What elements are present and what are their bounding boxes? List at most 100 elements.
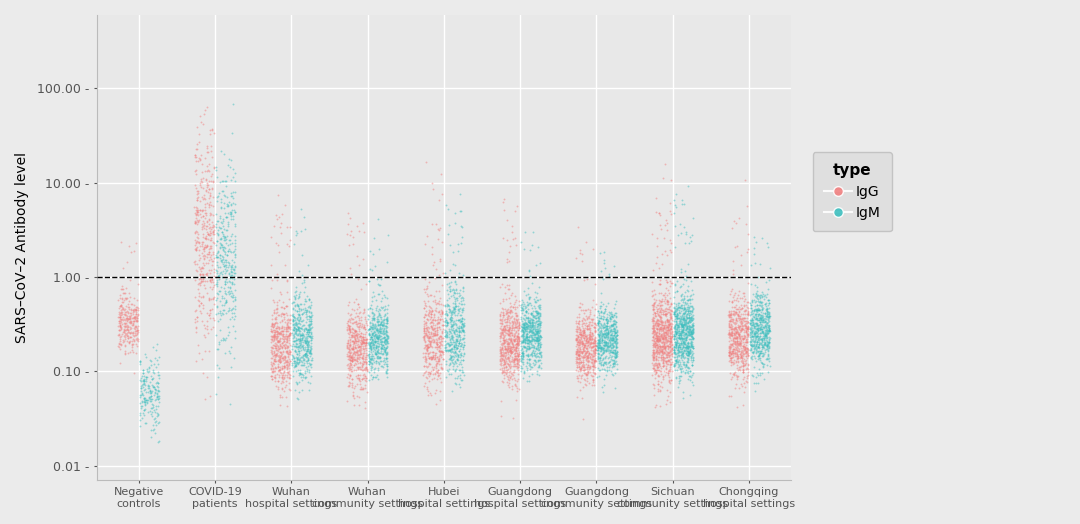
Point [730,313,747,322]
Point [367,325,384,334]
Point [269,303,286,312]
Point [352,329,369,337]
Point [346,401,363,409]
Point [148,379,165,387]
Point [443,333,460,341]
Point [272,401,289,410]
Point [607,354,624,362]
Point [376,348,393,356]
Point [570,320,588,328]
Point [684,307,701,315]
Point [724,358,741,366]
Point [127,308,145,316]
Point [514,342,531,351]
Point [298,345,315,353]
Point [280,332,297,341]
Point [501,364,518,372]
Point [225,215,242,223]
Point [723,374,740,383]
Point [529,328,546,336]
Point [500,383,517,391]
Point [341,349,359,357]
Point [365,321,382,329]
Point [527,334,544,342]
Point [752,311,769,319]
Point [291,388,308,396]
Point [281,323,298,331]
Point [589,325,606,334]
Point [510,352,527,360]
Point [758,336,775,345]
Point [291,292,308,301]
Point [653,331,671,340]
Point [659,342,676,350]
Point [733,325,751,333]
Point [112,285,130,293]
Point [275,355,293,364]
Point [671,352,688,361]
Point [721,287,739,296]
Point [662,344,679,353]
Point [677,314,694,323]
Point [747,328,765,336]
Point [291,288,308,296]
Point [431,255,448,264]
Point [366,373,383,381]
Point [578,349,595,357]
Point [752,354,769,362]
Point [501,242,518,250]
Point [359,366,376,374]
Point [678,327,696,335]
Point [495,310,512,319]
Point [503,369,521,378]
Point [754,343,771,351]
Point [527,330,544,338]
Point [576,347,593,355]
Point [727,308,744,316]
Point [204,228,221,237]
Point [378,362,395,370]
Point [455,287,472,296]
Point [508,324,525,332]
Point [431,310,448,319]
Point [654,307,672,315]
Point [500,357,517,365]
Point [597,325,615,333]
Point [377,335,394,344]
Point [529,337,546,346]
Point [727,318,744,326]
Point [530,282,548,291]
Point [351,332,368,340]
Point [296,295,313,303]
Point [417,307,434,315]
Point [268,334,285,342]
Point [751,332,768,340]
Point [760,337,778,346]
Point [604,334,621,342]
Point [721,311,739,320]
Point [445,328,462,336]
Point [188,208,205,216]
Point [570,363,588,371]
Point [684,335,701,343]
Point [671,334,688,342]
Point [188,328,205,336]
Point [287,327,305,335]
Point [728,242,745,250]
Point [521,336,538,344]
Point [592,337,609,345]
Point [744,298,761,306]
Point [600,343,618,351]
Point [576,276,593,285]
Point [287,328,305,336]
Point [676,336,693,344]
Point [222,292,240,300]
Point [674,353,691,362]
Point [596,358,613,366]
Point [683,339,700,347]
Point [519,314,537,322]
Point [522,309,539,317]
Point [298,351,315,359]
Point [279,275,296,283]
Point [526,312,543,321]
